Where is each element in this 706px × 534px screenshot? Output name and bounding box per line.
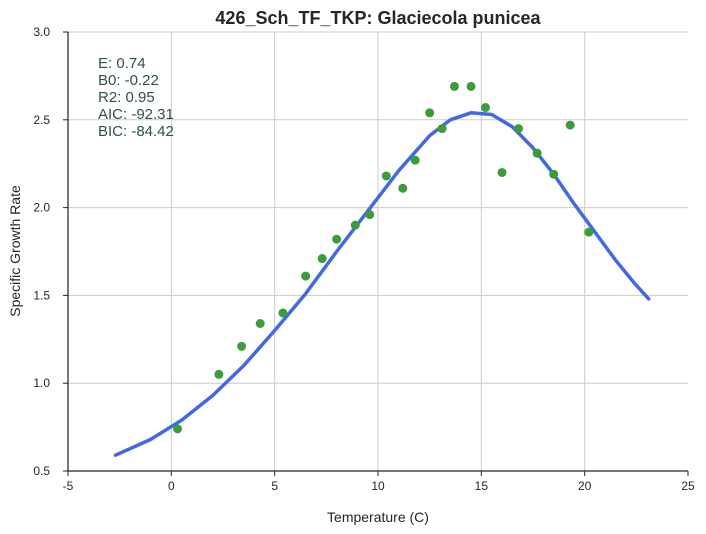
fit-curve-layer [113,111,651,457]
data-point [480,103,490,113]
data-point [365,210,375,220]
data-point [332,234,342,244]
x-tick-label: 5 [271,479,278,493]
y-tick-label: 1.0 [33,376,50,390]
stats-line-bic: BIC: -84.42 [98,123,174,140]
x-tick-label: 10 [371,479,385,493]
grid-layer [68,31,688,471]
data-point [317,254,327,264]
data-point [425,108,435,118]
data-point [381,171,391,181]
data-point [549,169,559,179]
x-tick-label: 15 [475,479,489,493]
y-tick-label: 0.5 [33,464,50,478]
data-point [301,271,311,281]
stats-line-e: E: 0.74 [98,55,146,72]
stats-annotation: E: 0.74 B0: -0.22 R2: 0.95 AIC: -92.31 B… [98,55,174,140]
scatter-points-layer [173,81,594,434]
data-point [449,81,459,91]
x-tick-label: -5 [63,479,74,493]
stats-line-r2: R2: 0.95 [98,89,155,106]
stats-line-aic: AIC: -92.31 [98,106,174,123]
data-point [514,124,524,134]
y-tick-label: 2.5 [33,113,50,127]
x-tick-label: 20 [578,479,592,493]
y-tick-label: 2.0 [33,201,50,215]
fit-curve [113,111,651,457]
data-point [350,220,360,230]
data-point [173,424,183,434]
y-axis-label: Specific Growth Rate [7,185,23,317]
data-point [255,318,265,328]
y-tick-label: 1.5 [33,288,50,302]
data-point [237,341,247,351]
data-point [584,227,594,237]
chart-title: 426_Sch_TF_TKP: Glaciecola punicea [215,8,541,28]
y-tick-label: 3.0 [33,25,50,39]
data-point [278,308,288,318]
data-point [410,155,420,165]
data-point [214,369,224,379]
x-tick-label: 25 [681,479,695,493]
x-axis-label: Temperature (C) [327,509,429,525]
data-point [532,148,542,158]
data-point [437,124,447,134]
axis-ticks: -5 0 5 10 15 20 25 0.5 1.0 1.5 2.0 2.5 3.0 [33,25,695,493]
data-point [497,167,507,177]
data-point [565,120,575,130]
x-tick-label: 0 [168,479,175,493]
data-point [398,183,408,193]
stats-line-b0: B0: -0.22 [98,72,159,89]
data-point [466,81,476,91]
